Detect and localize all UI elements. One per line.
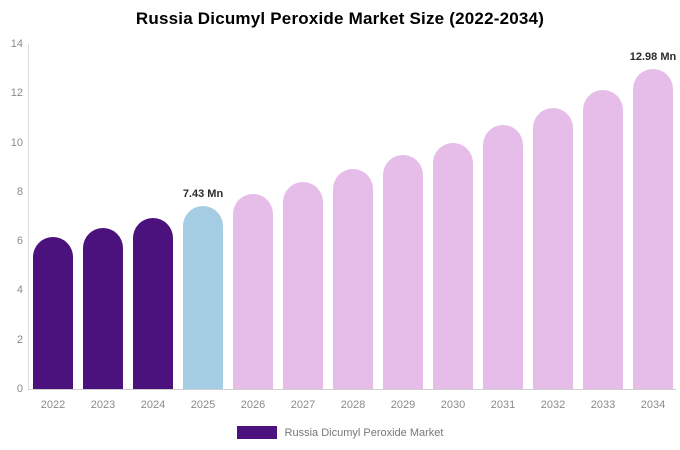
y-tick-label: 0 — [16, 383, 23, 395]
bar-2030[interactable] — [433, 142, 473, 389]
bar-2027[interactable] — [283, 181, 323, 389]
bar-2023[interactable] — [83, 227, 123, 389]
legend-label: Russia Dicumyl Peroxide Market — [284, 426, 444, 439]
y-tick-label: 14 — [10, 38, 23, 50]
x-tick-label: 2033 — [590, 399, 616, 411]
x-tick-label: 2022 — [40, 399, 66, 411]
y-tick-label: 8 — [16, 185, 23, 198]
y-tick-label: 4 — [16, 284, 23, 297]
bar-2032[interactable] — [533, 107, 573, 389]
bar-2026[interactable] — [233, 194, 273, 389]
bar-2034[interactable] — [633, 69, 673, 389]
y-tick-label: 12 — [10, 87, 23, 100]
x-tick-label: 2030 — [440, 399, 466, 411]
bar-value-label: 7.43 Mn — [182, 187, 224, 200]
bar-2025[interactable] — [183, 205, 223, 389]
bar-value-label: 12.98 Mn — [629, 51, 677, 64]
bar-2028[interactable] — [333, 169, 373, 389]
bar-2029[interactable] — [383, 154, 423, 389]
x-tick-label: 2023 — [90, 399, 116, 411]
x-tick-label: 2025 — [190, 399, 216, 411]
x-tick-label: 2031 — [490, 399, 516, 411]
bar-2022[interactable] — [33, 237, 73, 389]
x-tick-label: 2028 — [340, 399, 366, 411]
y-tick-label: 2 — [16, 333, 23, 346]
x-tick-label: 2034 — [640, 399, 666, 411]
bar-2024[interactable] — [133, 217, 173, 389]
y-axis-line — [28, 44, 29, 390]
bar-2033[interactable] — [583, 89, 623, 389]
x-tick-label: 2027 — [290, 399, 316, 411]
y-tick-label: 10 — [10, 136, 23, 149]
x-tick-label: 2026 — [240, 399, 266, 411]
x-axis-line — [28, 389, 676, 390]
legend-swatch — [236, 426, 277, 439]
bar-2031[interactable] — [483, 125, 523, 389]
legend[interactable]: Russia Dicumyl Peroxide Market — [0, 426, 680, 439]
x-tick-label: 2029 — [390, 399, 416, 411]
chart-title: Russia Dicumyl Peroxide Market Size (202… — [135, 9, 545, 28]
x-tick-label: 2032 — [540, 399, 566, 411]
y-tick-label: 6 — [16, 235, 23, 248]
x-tick-label: 2024 — [140, 399, 166, 411]
